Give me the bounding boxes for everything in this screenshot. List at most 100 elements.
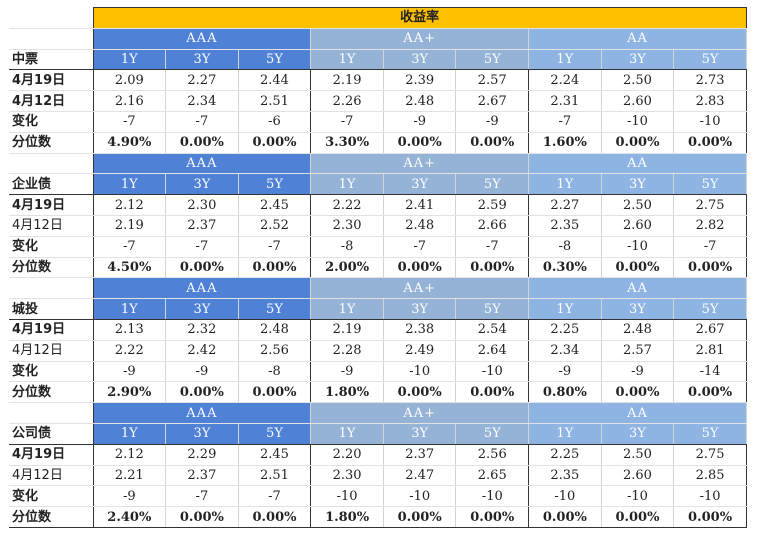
rating-group-header: AAA <box>93 152 312 175</box>
section-name: 城投 <box>9 298 94 320</box>
table-cell: -9 <box>165 361 239 383</box>
table-cell: 2.30 <box>310 215 384 237</box>
table-cell: 2.25 <box>528 319 602 341</box>
section-name: 公司债 <box>9 423 94 445</box>
section-group-header-row: AAA AA+ AA <box>9 152 747 175</box>
table-cell: -10 <box>383 485 457 508</box>
table-cell: 2.35 <box>528 215 602 237</box>
table-cell: 2.40% <box>93 506 167 528</box>
tenor-header: 1Y <box>93 423 167 445</box>
row-label: 分位数 <box>9 381 94 404</box>
row-label: 4月12日 <box>9 215 94 237</box>
table-cell: 2.27 <box>528 194 602 216</box>
table-cell: 2.65 <box>455 465 530 487</box>
table-cell: 2.28 <box>310 340 384 362</box>
table-cell: 1.80% <box>310 506 384 528</box>
tenor-header: 3Y <box>165 423 239 445</box>
table-cell: 2.19 <box>310 69 384 92</box>
table-cell: 2.48 <box>601 319 675 341</box>
table-cell: 2.34 <box>165 90 239 112</box>
table-row: 4月12日 2.16 2.34 2.51 2.26 2.48 2.67 2.31 2.60 2.8… <box>9 90 747 112</box>
table-cell: -10 <box>383 361 457 383</box>
section-name: 企业债 <box>9 173 94 196</box>
table-cell: -8 <box>238 361 312 383</box>
table-cell: 2.26 <box>310 90 384 112</box>
tenor-header: 5Y <box>455 423 530 445</box>
table-cell: 2.48 <box>238 319 312 341</box>
rating-group-header: AAA <box>93 27 312 50</box>
table-cell: 2.42 <box>165 340 239 362</box>
table-cell: -9 <box>310 361 384 383</box>
table-cell: -6 <box>238 111 312 133</box>
table-cell: 2.45 <box>238 444 312 466</box>
title-blank-cell <box>9 7 94 29</box>
table-cell: 2.47 <box>383 465 457 487</box>
table-row: 4月12日 2.19 2.37 2.52 2.30 2.48 2.66 2.35 2.60 2.8… <box>9 215 747 237</box>
table-row: 分位数 2.90% 0.00% 0.00% 1.80% 0.00% 0.00% 0.80% 0.… <box>9 381 747 404</box>
table-cell: -8 <box>310 236 384 258</box>
table-cell: -7 <box>383 236 457 258</box>
table-cell: 2.29 <box>165 444 239 466</box>
tenor-header: 5Y <box>673 173 747 196</box>
table-cell: 2.54 <box>455 319 530 341</box>
table-cell: 2.56 <box>455 444 530 466</box>
table-row: 4月12日 2.22 2.42 2.56 2.28 2.49 2.64 2.34 2.57 2.8… <box>9 340 747 362</box>
table-row: 分位数 4.90% 0.00% 0.00% 3.30% 0.00% 0.00% 1.60% 0.… <box>9 132 747 154</box>
table-cell: 2.73 <box>673 69 747 92</box>
table-cell: 0.00% <box>238 506 312 528</box>
table-cell: 2.24 <box>528 69 602 92</box>
tenor-header: 5Y <box>455 173 530 196</box>
tenor-header: 3Y <box>601 298 675 320</box>
tenor-header: 3Y <box>165 49 239 71</box>
table-cell: 2.22 <box>93 340 167 362</box>
section-tenor-row: 企业债 1Y 3Y 5Y 1Y 3Y 5Y 1Y 3Y 5Y <box>9 173 747 196</box>
table-cell: -9 <box>93 485 167 508</box>
row-label: 4月12日 <box>9 340 94 362</box>
tenor-header: 3Y <box>383 298 457 320</box>
row-label: 变化 <box>9 236 94 258</box>
table-cell: 2.60 <box>601 90 675 112</box>
table-cell: -10 <box>601 485 675 508</box>
table-cell: -9 <box>93 361 167 383</box>
row-label: 变化 <box>9 111 94 133</box>
table-cell: 2.82 <box>673 215 747 237</box>
table-cell: 2.38 <box>383 319 457 341</box>
section-group-header-row: AAA AA+ AA <box>9 277 747 300</box>
table-cell: 0.00% <box>673 506 747 528</box>
table-row: 变化 -9 -9 -8 -9 -10 -10 -9 -9 -14 <box>9 361 747 383</box>
tenor-header: 3Y <box>601 173 675 196</box>
table-row: 变化 -7 -7 -6 -7 -9 -9 -7 -10 -10 <box>9 111 747 133</box>
table-cell: 0.00% <box>673 381 747 404</box>
table-cell: 2.75 <box>673 194 747 216</box>
table-cell: 0.00% <box>238 132 312 154</box>
table-cell: 0.00% <box>528 506 602 528</box>
tenor-header: 5Y <box>238 298 312 320</box>
table-cell: -9 <box>455 111 530 133</box>
row-label: 变化 <box>9 361 94 383</box>
table-cell: -14 <box>673 361 747 383</box>
table-cell: 2.34 <box>528 340 602 362</box>
table-cell: -10 <box>673 485 747 508</box>
table-cell: 2.75 <box>673 444 747 466</box>
table-cell: 2.44 <box>238 69 312 92</box>
row-label: 4月19日 <box>9 444 94 466</box>
tenor-header: 3Y <box>601 49 675 71</box>
rating-group-header: AA+ <box>310 152 530 175</box>
table-cell: 2.57 <box>455 69 530 92</box>
table-cell: 2.09 <box>93 69 167 92</box>
tenor-header: 1Y <box>93 298 167 320</box>
rating-group-header: AA <box>528 27 747 50</box>
table-cell: 2.83 <box>673 90 747 112</box>
table-cell: -7 <box>528 111 602 133</box>
title-row: 收益率 <box>9 7 747 29</box>
table-title: 收益率 <box>92 7 747 29</box>
table-cell: 2.90% <box>93 381 167 404</box>
table-cell: 0.00% <box>455 506 530 528</box>
table-cell: -7 <box>165 236 239 258</box>
tenor-header: 5Y <box>455 298 530 320</box>
table-cell: -10 <box>673 111 747 133</box>
tenor-header: 3Y <box>383 49 457 71</box>
table-cell: 1.60% <box>528 132 602 154</box>
table-cell: 2.67 <box>455 90 530 112</box>
table-row: 分位数 4.50% 0.00% 0.00% 2.00% 0.00% 0.00% 0.30% 0.… <box>9 257 747 279</box>
